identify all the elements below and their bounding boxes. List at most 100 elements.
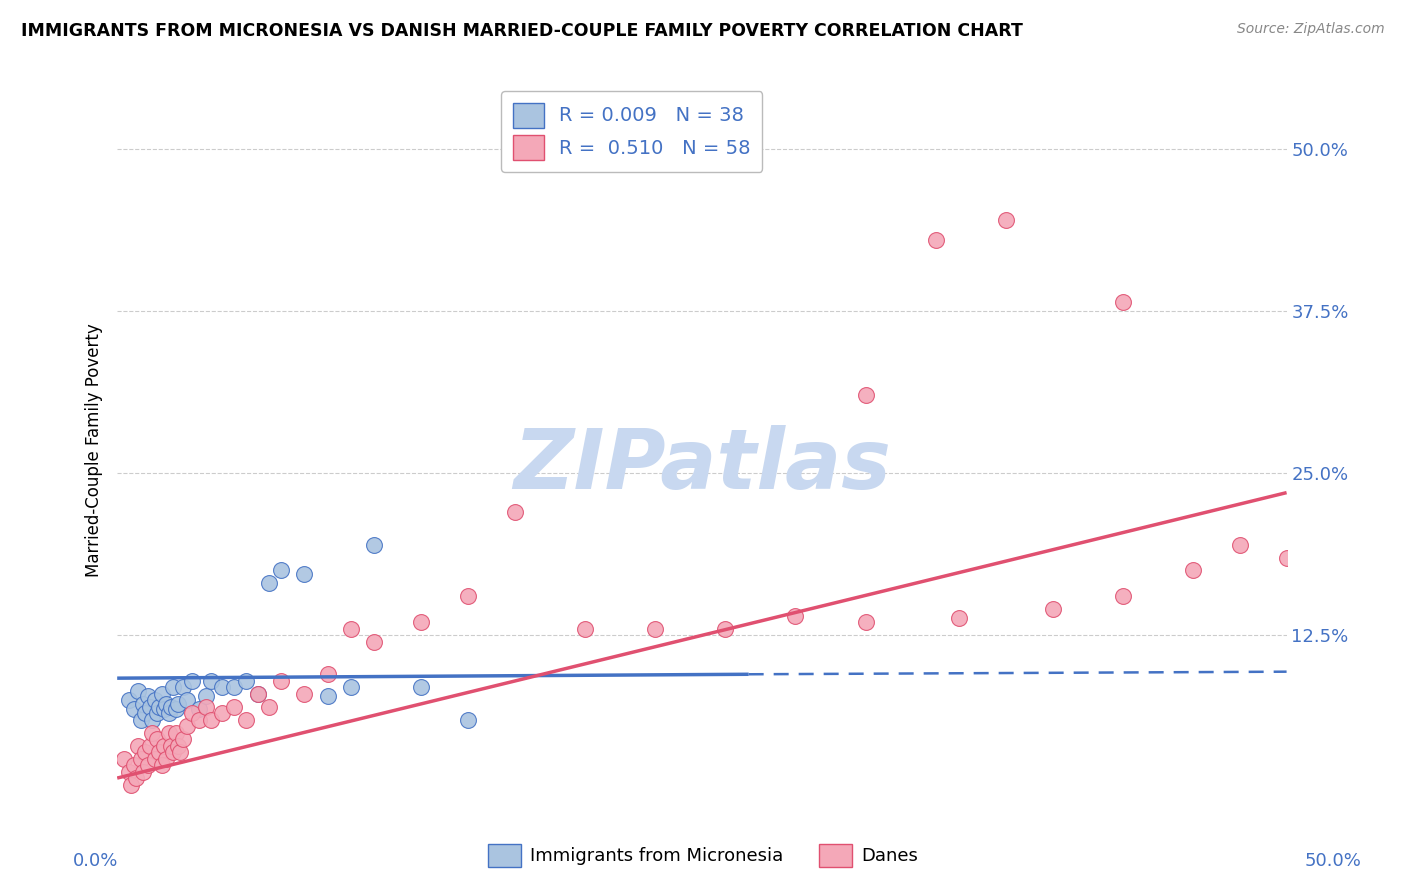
Point xyxy=(340,680,363,694)
Point xyxy=(785,608,807,623)
Point xyxy=(188,713,211,727)
Point xyxy=(141,725,163,739)
Point xyxy=(167,739,190,753)
Point xyxy=(200,713,222,727)
Point xyxy=(160,739,183,753)
Point xyxy=(195,690,218,704)
Point xyxy=(127,684,149,698)
Point xyxy=(925,233,948,247)
Point xyxy=(1229,537,1251,551)
Point xyxy=(1112,294,1135,309)
Point xyxy=(160,699,183,714)
Point xyxy=(146,706,169,721)
Point xyxy=(316,667,339,681)
Point xyxy=(167,697,190,711)
Point xyxy=(143,693,166,707)
Point xyxy=(340,622,363,636)
Point xyxy=(994,213,1017,227)
Point xyxy=(141,713,163,727)
Point xyxy=(169,745,191,759)
Point xyxy=(155,697,177,711)
Point xyxy=(855,615,877,630)
Point xyxy=(148,745,170,759)
Point xyxy=(122,702,145,716)
Point xyxy=(235,673,257,688)
Point xyxy=(714,622,737,636)
Point xyxy=(146,732,169,747)
Point xyxy=(457,590,479,604)
Point xyxy=(246,687,269,701)
Point xyxy=(136,758,159,772)
Point xyxy=(162,680,184,694)
Point xyxy=(1182,564,1205,578)
Point xyxy=(165,725,187,739)
Point xyxy=(316,690,339,704)
Point xyxy=(948,611,970,625)
Point xyxy=(188,702,211,716)
Point xyxy=(129,713,152,727)
Point xyxy=(118,693,141,707)
Point xyxy=(118,764,141,779)
Point xyxy=(292,687,315,701)
Point xyxy=(270,673,292,688)
Point xyxy=(503,505,526,519)
Point xyxy=(150,687,173,701)
Point xyxy=(153,702,176,716)
Point xyxy=(644,622,666,636)
Point xyxy=(270,564,292,578)
Point xyxy=(155,751,177,765)
Point xyxy=(411,615,433,630)
Point xyxy=(125,771,148,785)
Point xyxy=(120,778,142,792)
Point xyxy=(134,745,156,759)
Point xyxy=(292,567,315,582)
Point xyxy=(257,699,280,714)
Point xyxy=(211,680,233,694)
Y-axis label: Married-Couple Family Poverty: Married-Couple Family Poverty xyxy=(86,324,103,577)
Point xyxy=(157,706,180,721)
Point xyxy=(148,699,170,714)
Point xyxy=(257,576,280,591)
Point xyxy=(165,702,187,716)
Legend: Immigrants from Micronesia, Danes: Immigrants from Micronesia, Danes xyxy=(481,837,925,874)
Point xyxy=(132,764,155,779)
Point xyxy=(1112,590,1135,604)
Point xyxy=(224,680,246,694)
Point xyxy=(235,713,257,727)
Point xyxy=(246,687,269,701)
Point xyxy=(122,758,145,772)
Point xyxy=(143,751,166,765)
Point xyxy=(363,537,385,551)
Point xyxy=(1042,602,1064,616)
Point xyxy=(211,706,233,721)
Point xyxy=(176,719,198,733)
Point xyxy=(157,725,180,739)
Point xyxy=(172,732,194,747)
Point xyxy=(855,388,877,402)
Text: ZIPatlas: ZIPatlas xyxy=(513,425,891,506)
Text: 0.0%: 0.0% xyxy=(73,852,118,870)
Point xyxy=(172,680,194,694)
Legend: R = 0.009   N = 38, R =  0.510   N = 58: R = 0.009 N = 38, R = 0.510 N = 58 xyxy=(501,91,762,172)
Point xyxy=(136,690,159,704)
Point xyxy=(411,680,433,694)
Point xyxy=(195,699,218,714)
Point xyxy=(127,739,149,753)
Point xyxy=(363,635,385,649)
Point xyxy=(150,758,173,772)
Point xyxy=(181,706,204,721)
Point xyxy=(181,673,204,688)
Point xyxy=(153,739,176,753)
Point xyxy=(574,622,596,636)
Point xyxy=(139,699,162,714)
Text: Source: ZipAtlas.com: Source: ZipAtlas.com xyxy=(1237,22,1385,37)
Point xyxy=(200,673,222,688)
Point xyxy=(129,751,152,765)
Point xyxy=(1275,550,1298,565)
Point xyxy=(162,745,184,759)
Text: 50.0%: 50.0% xyxy=(1305,852,1361,870)
Point xyxy=(134,706,156,721)
Point xyxy=(457,713,479,727)
Point xyxy=(139,739,162,753)
Point xyxy=(112,751,135,765)
